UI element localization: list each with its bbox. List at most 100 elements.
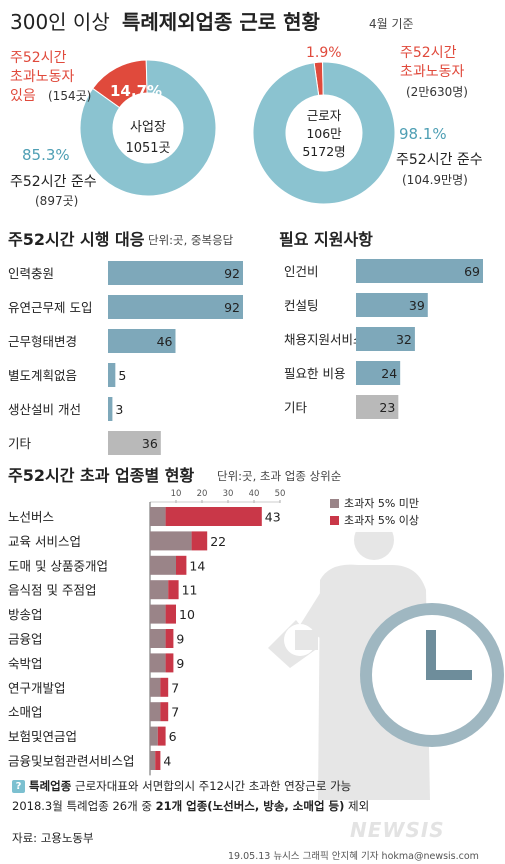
industry-bars: 10 20 30 40 50 노선버스 43 교육 서비스업 22 도매 및 상품중개업 14 음식점… [8,489,285,776]
bar-label: 필요한 비용 [284,366,345,381]
bar-segment-under5 [150,507,166,526]
industry-label: 교육 서비스업 [8,534,81,549]
bar-total: 43 [265,510,281,525]
footnote2-pre: 2018.3월 특례업종 26개 중 [12,799,156,813]
industry-label: 방송업 [8,607,43,622]
bar-value: 39 [409,298,425,313]
bar [108,329,176,353]
industry-label: 연구개발업 [8,680,66,695]
date-note: 4월 기준 [369,17,414,31]
bar-total: 9 [176,656,184,671]
bar-value: 92 [224,266,240,281]
bar-value: 3 [115,402,123,417]
donut1-comply-count: (897곳) [35,194,78,208]
source: 자료: 고용노동부 [12,831,94,845]
bar-segment-under5 [150,555,176,575]
donut1-center-line2: 1051곳 [125,141,170,156]
credit: 19.05.13 뉴시스 그래픽 안지혜 기자 hokma@newsis.com [228,851,479,862]
bar-segment-over5 [165,653,174,673]
bar [356,293,428,317]
bar-label: 인건비 [284,264,319,279]
bar [108,295,243,319]
bar-segment-over5 [160,702,169,722]
footnote2-post: 제외 [344,799,370,813]
legend-label-under5: 초과자 5% 미만 [344,497,419,510]
donut1-center-line1: 사업장 [130,120,166,135]
donut2-exceed-label-1: 주52시간 [400,45,457,61]
donut2-comply-label: 주52시간 준수 [396,152,483,168]
donut1-exceed-label-2: 초과노동자 [10,69,75,85]
newsis-logo: NEWSIS [350,818,445,842]
industry-label: 소매업 [8,705,43,720]
bar-segment-over5 [168,580,179,600]
bar-segment-under5 [150,751,156,770]
bar-segment-under5 [150,653,166,673]
bar-total: 9 [176,632,184,647]
support-title: 필요 지원사항 [279,230,373,249]
bar-label: 채용지원서비스 [284,332,365,347]
footnote-rest: 근로자대표와 서면합의시 주12시간 초과한 연장근로 가능 [71,779,352,793]
bar-total: 6 [169,729,177,744]
bar-total: 14 [189,558,205,573]
industry-label: 보험및연금업 [8,729,77,744]
donut-slice-1 [252,61,396,205]
bar-value: 23 [379,400,395,415]
response-subtitle: 단위:곳, 중복응답 [148,233,234,247]
bar [356,395,399,419]
footnote-line2: 2018.3월 특례업종 26개 중 21개 업종(노선버스, 방송, 소매업 … [12,798,369,814]
industry-title: 주52시간 초과 업종별 현황 [8,466,194,485]
donut2-exceed-label-2: 초과노동자 [400,64,465,80]
bar-value: 69 [464,264,480,279]
bar-segment-under5 [150,677,161,697]
x-tick-label: 30 [223,489,234,499]
donut2-exceed-count: (2만630명) [406,85,468,99]
x-tick-label: 20 [197,489,208,499]
question-icon: ? [12,780,25,793]
bar-segment-over5 [157,726,166,746]
bar [356,361,401,385]
bar-total: 7 [171,705,179,720]
bar-total: 10 [179,607,195,622]
donut-workers [252,61,396,205]
x-tick-label: 10 [171,489,182,499]
footnote-bold: 특례업종 [29,779,72,793]
bar-segment-over5 [191,531,208,551]
industry-subtitle: 단위:곳, 초과 업종 상위순 [217,469,341,483]
bar-total: 11 [182,583,198,598]
bar-total: 7 [171,680,179,695]
footnote-line1: ? 특례업종 근로자대표와 서면합의시 주12시간 초과한 연장근로 가능 [12,778,351,794]
bar-segment-under5 [150,604,166,624]
bar [108,261,243,285]
donut2-comply-count: (104.9만명) [402,173,468,187]
donut1-exceed-label-3: 있음 [10,88,36,104]
bar-total: 22 [210,534,226,549]
bar-segment-under5 [150,629,166,648]
bar-segment-over5 [155,751,161,770]
donut2-center-line3: 5172명 [302,144,345,159]
clock-icon [360,603,504,747]
legend-swatch-over5 [330,516,339,525]
legend-swatch-under5 [330,499,339,508]
bar [356,259,483,283]
legend-label-over5: 초과자 5% 이상 [344,514,419,527]
bar-segment-over5 [165,507,262,526]
title-prefix: 300인 이상 [10,10,110,34]
bar-value: 92 [224,300,240,315]
bar-value: 24 [381,366,397,381]
bar-label: 기타 [284,400,308,415]
bar-label: 생산설비 개선 [8,402,81,417]
bar-value: 46 [157,334,173,349]
donut1-exceed-label-1: 주52시간 [10,50,67,66]
bar [108,431,161,455]
donut2-comply-pct: 98.1% [399,125,447,143]
bar [356,327,415,351]
donut1-exceed-pct: 14.7% [110,82,162,100]
donut1-exceed-count: (154곳) [48,89,91,103]
donut2-center-line1: 근로자 [307,108,342,123]
support-bars: 인건비 69 컨설팅 39 채용지원서비스 32 필요한 비용 24 기타 23 [284,259,483,419]
bar-segment-under5 [150,531,192,551]
bar-total: 4 [163,754,171,769]
